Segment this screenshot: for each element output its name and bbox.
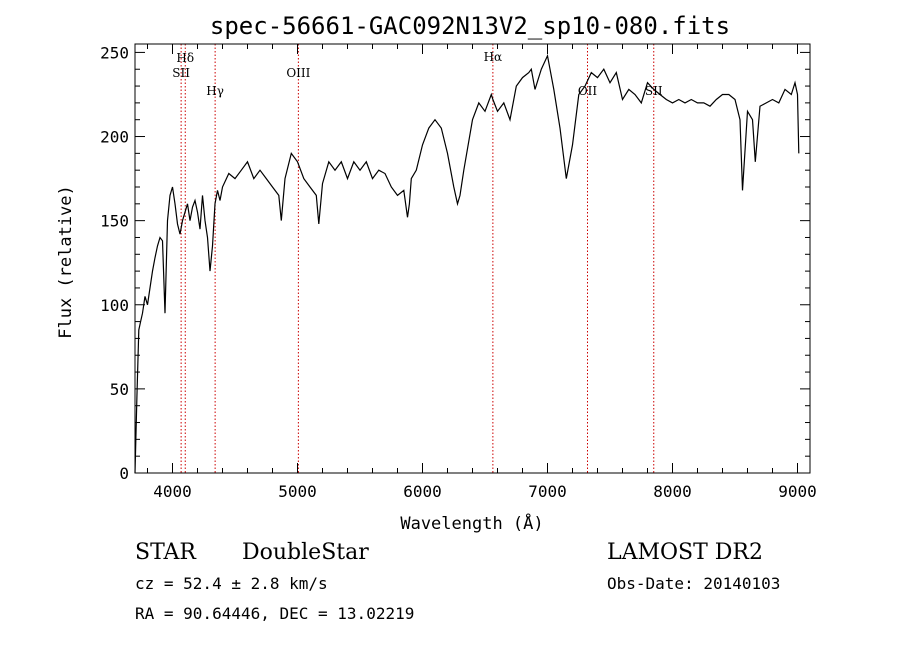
- object-type: STAR: [135, 540, 197, 565]
- x-tick-label: 6000: [403, 482, 442, 501]
- line-marker-label: SII: [172, 66, 190, 80]
- x-axis: 4000 5000 6000 7000 8000 9000: [147, 44, 817, 501]
- line-marker-label: OIII: [286, 66, 310, 80]
- line-marker-label: SII: [645, 84, 663, 98]
- x-tick-label: 9000: [778, 482, 817, 501]
- coordinates: RA = 90.64446, DEC = 13.02219: [135, 604, 414, 623]
- redshift-readout: cz = 52.4 ± 2.8 km/s: [135, 574, 328, 593]
- y-tick-label: 50: [110, 380, 129, 399]
- spectrum-layer: [134, 53, 800, 474]
- x-tick-label: 4000: [153, 482, 192, 501]
- line-marker-label: Hγ: [206, 84, 224, 98]
- y-axis: 0 50 100 150 200 250: [100, 43, 810, 483]
- y-tick-label: 0: [119, 464, 129, 483]
- x-tick-label: 5000: [278, 482, 317, 501]
- survey-name: LAMOST DR2: [607, 540, 763, 565]
- spectrum-line: [134, 53, 800, 474]
- object-subclass: DoubleStar: [242, 540, 369, 565]
- y-axis-label: Flux (relative): [56, 185, 76, 339]
- y-tick-label: 250: [100, 43, 129, 62]
- y-tick-label: 150: [100, 212, 129, 231]
- x-tick-label: 7000: [528, 482, 567, 501]
- x-tick-label: 8000: [653, 482, 692, 501]
- chart-title: spec-56661-GAC092N13V2_sp10-080.fits: [210, 12, 730, 40]
- line-marker-label: Hδ: [176, 51, 194, 65]
- plot-frame: [134, 43, 811, 474]
- obs-date: Obs-Date: 20140103: [607, 574, 780, 593]
- y-tick-label: 200: [100, 128, 129, 147]
- y-tick-label: 100: [100, 296, 129, 315]
- line-marker-label: OII: [578, 84, 598, 98]
- x-axis-label: Wavelength (Å): [400, 512, 543, 534]
- line-marker-label: Hα: [484, 50, 503, 64]
